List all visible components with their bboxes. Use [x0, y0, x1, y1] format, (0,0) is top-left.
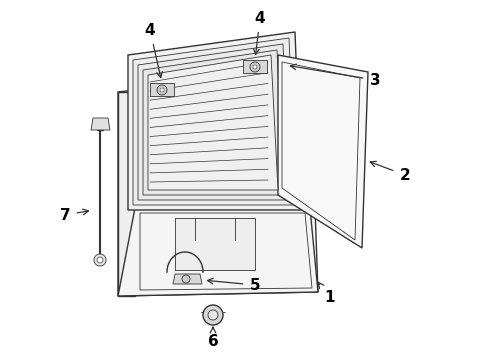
Polygon shape	[148, 55, 278, 190]
Text: 2: 2	[370, 161, 410, 183]
Circle shape	[250, 62, 260, 72]
Circle shape	[208, 310, 218, 320]
Text: 6: 6	[208, 327, 219, 350]
Text: 7: 7	[60, 207, 89, 222]
Polygon shape	[133, 38, 296, 205]
Polygon shape	[128, 32, 302, 210]
Circle shape	[157, 85, 167, 95]
Text: 3: 3	[291, 64, 380, 87]
Text: 1: 1	[318, 283, 335, 306]
Circle shape	[97, 257, 103, 263]
Circle shape	[94, 254, 106, 266]
Circle shape	[182, 275, 190, 283]
Polygon shape	[243, 60, 267, 73]
Polygon shape	[91, 118, 110, 130]
Polygon shape	[118, 208, 318, 296]
Circle shape	[253, 65, 257, 69]
Polygon shape	[138, 44, 290, 200]
Polygon shape	[143, 50, 284, 195]
Polygon shape	[118, 68, 318, 296]
Text: 4: 4	[145, 23, 162, 77]
Polygon shape	[118, 92, 135, 296]
Polygon shape	[173, 274, 202, 284]
Text: 4: 4	[253, 10, 265, 54]
Circle shape	[203, 305, 223, 325]
Polygon shape	[150, 83, 174, 96]
Circle shape	[160, 88, 164, 92]
Polygon shape	[278, 55, 368, 248]
Polygon shape	[175, 218, 255, 270]
Text: 5: 5	[208, 278, 260, 292]
